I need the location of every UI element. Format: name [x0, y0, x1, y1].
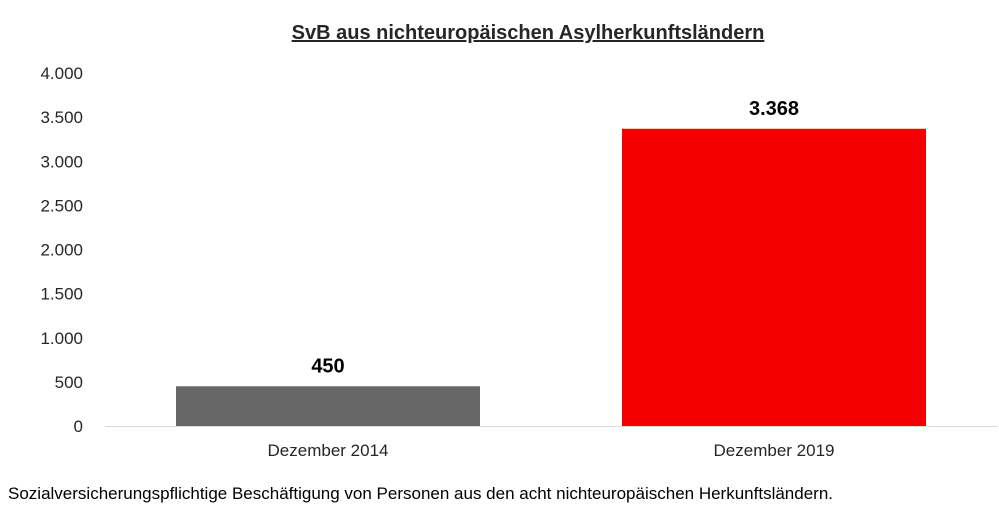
bars: 450 3.368: [176, 98, 926, 427]
bar-chart: SvB aus nichteuropäischen Asylherkunftsl…: [40, 22, 997, 460]
y-tick-label: 0: [74, 417, 83, 436]
y-tick-label: 3.500: [40, 108, 83, 127]
y-tick-label: 4.000: [40, 64, 83, 83]
y-tick-label: 2.500: [40, 196, 83, 215]
data-label: 3.368: [749, 98, 799, 120]
y-tick-label: 2.000: [40, 241, 83, 260]
chart-title: SvB aus nichteuropäischen Asylherkunftsl…: [292, 22, 765, 44]
y-tick-label: 1.500: [40, 285, 83, 304]
y-tick-label: 3.000: [40, 152, 83, 171]
chart-caption: Sozialversicherungspflichtige Beschäftig…: [8, 484, 834, 503]
x-tick-label: Dezember 2014: [268, 441, 389, 460]
y-axis: 0 500 1.000 1.500 2.000 2.500 3.000 3.500 4.000: [40, 64, 83, 436]
data-label: 450: [311, 355, 344, 377]
bar-1: [176, 386, 480, 426]
x-tick-label: Dezember 2019: [714, 441, 835, 460]
y-tick-label: 1.000: [40, 329, 83, 348]
x-axis: Dezember 2014 Dezember 2019: [105, 426, 997, 460]
y-tick-label: 500: [55, 373, 83, 392]
bar-2: [622, 128, 926, 427]
